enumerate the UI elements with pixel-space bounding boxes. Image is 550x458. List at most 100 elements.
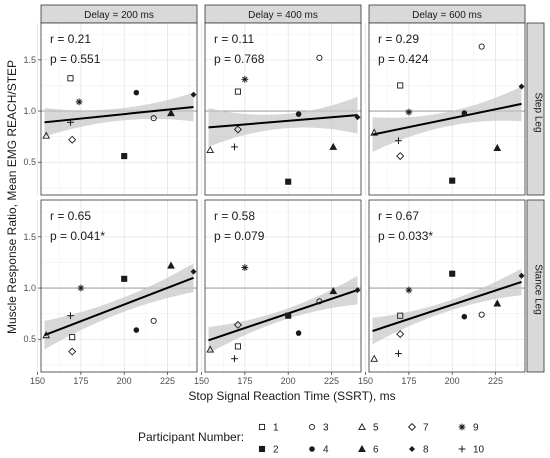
legend-item: 7 [407,422,429,434]
data-point-participant-2 [285,178,292,185]
data-point-participant-9 [241,264,249,271]
data-point-participant-1-shape [234,343,241,350]
legend-key-9-stroke [459,424,465,430]
legend-key-5-shape [358,422,366,431]
legend-item: 5 [358,422,379,434]
data-point-participant-1-shape [234,88,241,95]
stat-r-label: r = 0.29 [378,32,419,46]
panel-gridlines [201,200,361,372]
data-point-participant-5 [42,131,51,139]
legend-key-7 [407,422,417,432]
data-point-participant-2-shape [121,153,128,160]
data-point-participant-5 [206,145,215,154]
data-point-participant-4-shape [295,330,302,336]
data-point-participant-10 [67,118,74,126]
data-point-participant-5-shape [42,131,51,139]
data-point-participant-7-shape [68,347,77,356]
y-axis-title: Muscle Response Ratio, Mean EMG REACH/ST… [5,60,19,334]
legend-item: 9 [458,423,479,434]
x-tick-label: 150 [358,376,373,386]
data-point-participant-4-shape [133,89,140,96]
data-point-participant-3 [150,317,157,324]
legend-key-7-shape [407,422,417,432]
data-point-participant-7-shape [68,135,77,144]
facet-strip-row [526,199,545,373]
facet-panel: r = 0.29 p = 0.424 [365,22,526,196]
data-point-participant-8 [190,268,197,275]
legend-item: 1 [258,423,279,434]
data-point-participant-10 [231,355,238,363]
data-point-participant-7-shape [396,152,405,161]
data-point-participant-6 [167,261,175,269]
facet-strip-row-label: Step Leg [533,92,544,132]
data-point-participant-2-shape [449,177,456,184]
facet-panel: r = 0.11 p = 0.768 [201,22,362,196]
facet-strip-column-label: Delay = 600 ms [412,10,482,21]
data-point-participant-6 [329,287,338,295]
data-point-participant-6-shape [167,109,175,117]
x-tick-label: 175 [73,376,88,386]
stat-p-label: p = 0.551 [50,52,101,66]
data-point-participant-6-shape [167,261,175,269]
facet-panel: r = 0.58 p = 0.079 [201,199,362,373]
legend-item: 8 [409,445,429,456]
data-point-participant-6 [167,109,175,117]
legend-key-4 [309,446,315,452]
data-point-participant-9 [75,98,83,106]
legend-key-5 [358,422,366,431]
data-point-participant-5 [206,345,215,353]
stat-r-label: r = 0.67 [378,209,419,223]
data-point-participant-1 [397,82,404,89]
data-point-participant-4 [295,111,302,117]
data-point-participant-5 [370,128,379,136]
data-point-participant-5 [370,354,379,362]
legend: Participant Number: 1 2 3 4 5 6 7 8 9 10 [138,423,485,456]
legend-label: 1 [273,423,279,434]
data-point-participant-7 [233,125,242,134]
x-axis-title: Stop Signal Reaction Time (SSRT), ms [188,389,395,403]
y-tick-label: 0.5 [23,334,36,344]
data-point-participant-3 [316,54,323,61]
y-tick-label: 1.0 [23,106,36,116]
data-point-participant-9 [77,284,85,292]
data-point-participant-10 [67,312,74,320]
data-point-participant-7-shape [396,330,405,339]
stat-r-label: r = 0.21 [50,32,91,46]
x-tick-label: 200 [117,376,132,386]
data-point-participant-9-stroke [242,264,248,271]
data-point-participant-1 [69,334,76,341]
regression-line [372,102,522,136]
data-point-participant-3 [478,311,485,318]
data-point-participant-3 [478,43,485,50]
legend-label: 7 [423,423,429,434]
legend-label: 3 [323,423,329,434]
legend-title: Participant Number: [138,430,244,444]
data-point-participant-9 [405,108,413,116]
data-point-participant-8 [190,91,197,98]
data-point-participant-6-shape [493,299,502,307]
data-point-participant-4 [295,330,302,336]
data-point-participant-5-shape [206,345,215,353]
data-point-participant-2 [449,177,456,184]
x-tick-label: 175 [401,376,416,386]
data-point-participant-8-shape [354,287,361,294]
panel-border [40,22,198,196]
data-point-participant-2 [449,270,456,277]
regression-line [208,289,358,342]
data-point-participant-4 [133,327,140,333]
panel-border [368,22,526,196]
legend-item: 10 [458,445,485,456]
data-point-participant-5-shape [370,128,379,136]
data-point-participant-7 [396,330,405,339]
data-point-participant-2-shape [285,178,292,185]
data-point-participant-9-stroke [242,76,248,83]
legend-label: 2 [273,445,279,456]
data-point-participant-2 [121,275,128,282]
data-point-participant-9-stroke [78,285,84,291]
panel-border [204,22,362,196]
data-point-participant-6 [493,143,502,151]
facet-strip-column-label: Delay = 400 ms [248,10,318,21]
x-tick-label: 150 [30,376,45,386]
stat-p-label: p = 0.041* [50,229,105,243]
